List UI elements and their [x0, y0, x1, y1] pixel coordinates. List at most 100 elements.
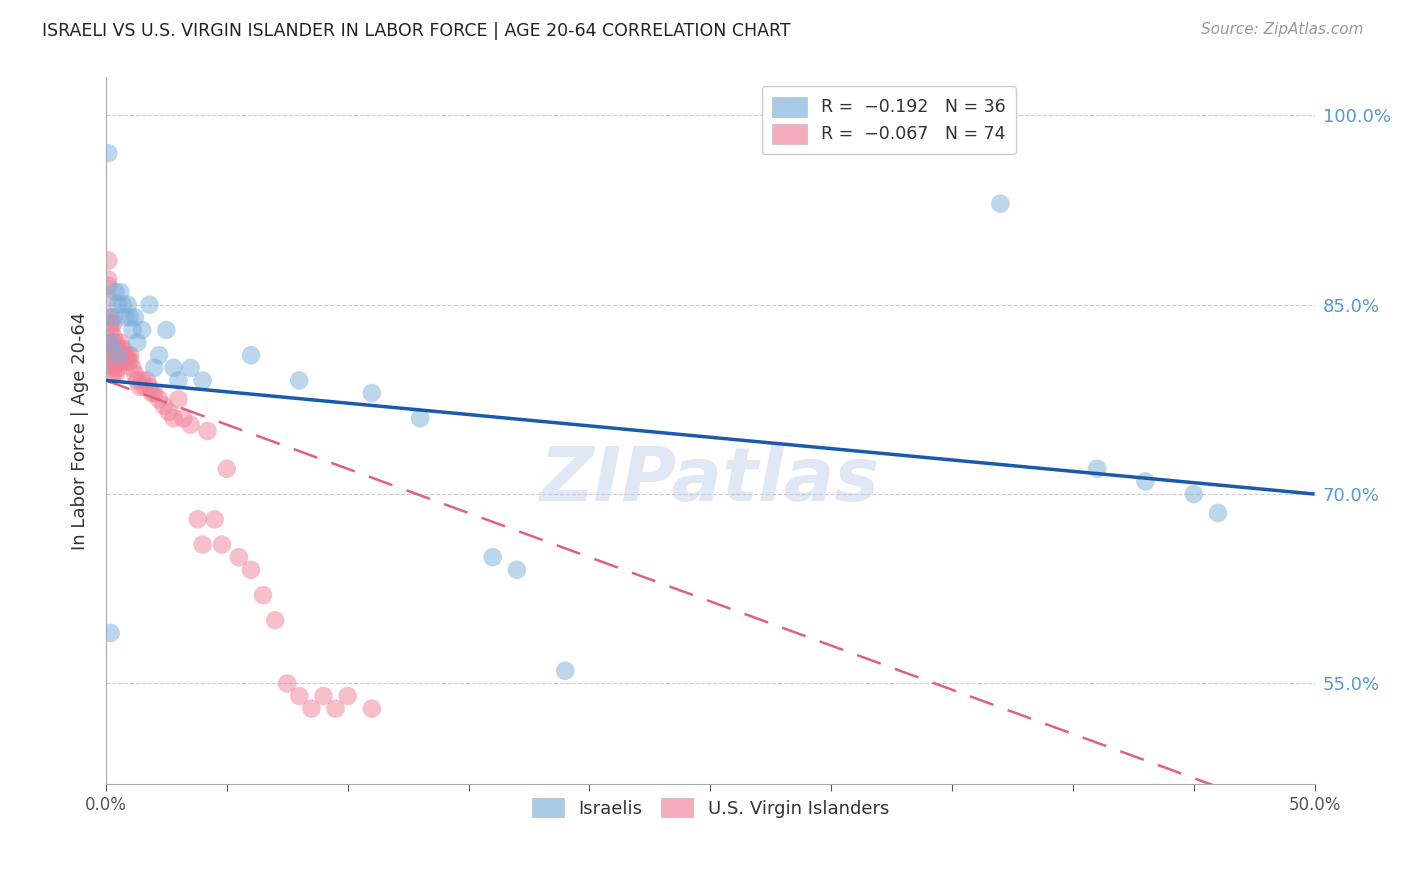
Point [101, 342, 124, 356]
Point [100, 348, 122, 362]
Point [107, 354, 129, 368]
Point [187, 512, 209, 526]
Point [114, 348, 136, 362]
Point [1085, 462, 1108, 476]
Point [288, 373, 311, 387]
Point [134, 380, 156, 394]
Point [131, 373, 153, 387]
Point [239, 563, 262, 577]
Point [120, 348, 142, 362]
Point [299, 701, 322, 715]
Point [360, 386, 382, 401]
Point [104, 360, 127, 375]
Point [312, 689, 335, 703]
Point [100, 335, 122, 350]
Point [143, 386, 166, 401]
Y-axis label: In Labor Force | Age 20-64: In Labor Force | Age 20-64 [72, 312, 89, 550]
Point [136, 373, 159, 387]
Point [191, 373, 214, 387]
Point [101, 367, 124, 381]
Point [180, 417, 202, 432]
Point [101, 360, 124, 375]
Point [104, 285, 127, 299]
Point [120, 354, 142, 368]
Point [554, 664, 576, 678]
Point [336, 689, 359, 703]
Point [138, 298, 160, 312]
Legend: Israelis, U.S. Virgin Islanders: Israelis, U.S. Virgin Islanders [524, 791, 896, 825]
Point [288, 689, 311, 703]
Point [104, 367, 127, 381]
Point [239, 348, 262, 362]
Point [104, 354, 127, 368]
Point [101, 335, 124, 350]
Point [111, 354, 134, 368]
Text: ZIPatlas: ZIPatlas [540, 444, 880, 517]
Point [100, 626, 122, 640]
Point [148, 392, 170, 407]
Point [97, 278, 120, 293]
Point [114, 310, 136, 325]
Point [211, 537, 233, 551]
Point [107, 342, 129, 356]
Point [157, 405, 180, 419]
Point [107, 348, 129, 362]
Point [100, 317, 122, 331]
Point [107, 348, 129, 362]
Point [100, 323, 122, 337]
Point [104, 348, 127, 362]
Point [100, 310, 122, 325]
Point [97, 272, 120, 286]
Point [127, 373, 149, 387]
Text: Source: ZipAtlas.com: Source: ZipAtlas.com [1201, 22, 1364, 37]
Point [155, 323, 177, 337]
Point [121, 323, 143, 337]
Point [117, 298, 139, 312]
Point [110, 335, 132, 350]
Point [111, 348, 134, 362]
Point [101, 329, 124, 343]
Point [1182, 487, 1205, 501]
Point [141, 386, 163, 401]
Point [131, 323, 153, 337]
Point [117, 354, 139, 368]
Point [117, 348, 139, 362]
Point [197, 424, 219, 438]
Point [100, 335, 122, 350]
Point [124, 367, 146, 381]
Point [167, 373, 190, 387]
Point [481, 550, 503, 565]
Point [215, 462, 238, 476]
Point [1206, 506, 1229, 520]
Point [111, 298, 134, 312]
Point [1135, 475, 1157, 489]
Point [107, 298, 129, 312]
Point [111, 342, 134, 356]
Point [120, 310, 142, 325]
Point [97, 292, 120, 306]
Point [153, 399, 176, 413]
Point [97, 146, 120, 161]
Point [104, 342, 127, 356]
Point [97, 253, 120, 268]
Point [252, 588, 274, 602]
Point [101, 354, 124, 368]
Point [110, 285, 132, 299]
Point [127, 335, 149, 350]
Point [264, 613, 287, 627]
Text: ISRAELI VS U.S. VIRGIN ISLANDER IN LABOR FORCE | AGE 20-64 CORRELATION CHART: ISRAELI VS U.S. VIRGIN ISLANDER IN LABOR… [42, 22, 790, 40]
Point [162, 411, 184, 425]
Point [180, 360, 202, 375]
Point [167, 392, 190, 407]
Point [162, 360, 184, 375]
Point [360, 701, 382, 715]
Point [124, 310, 146, 325]
Point [228, 550, 250, 565]
Point [101, 317, 124, 331]
Point [409, 411, 432, 425]
Point [101, 310, 124, 325]
Point [276, 676, 298, 690]
Point [114, 354, 136, 368]
Point [143, 360, 166, 375]
Point [128, 380, 150, 394]
